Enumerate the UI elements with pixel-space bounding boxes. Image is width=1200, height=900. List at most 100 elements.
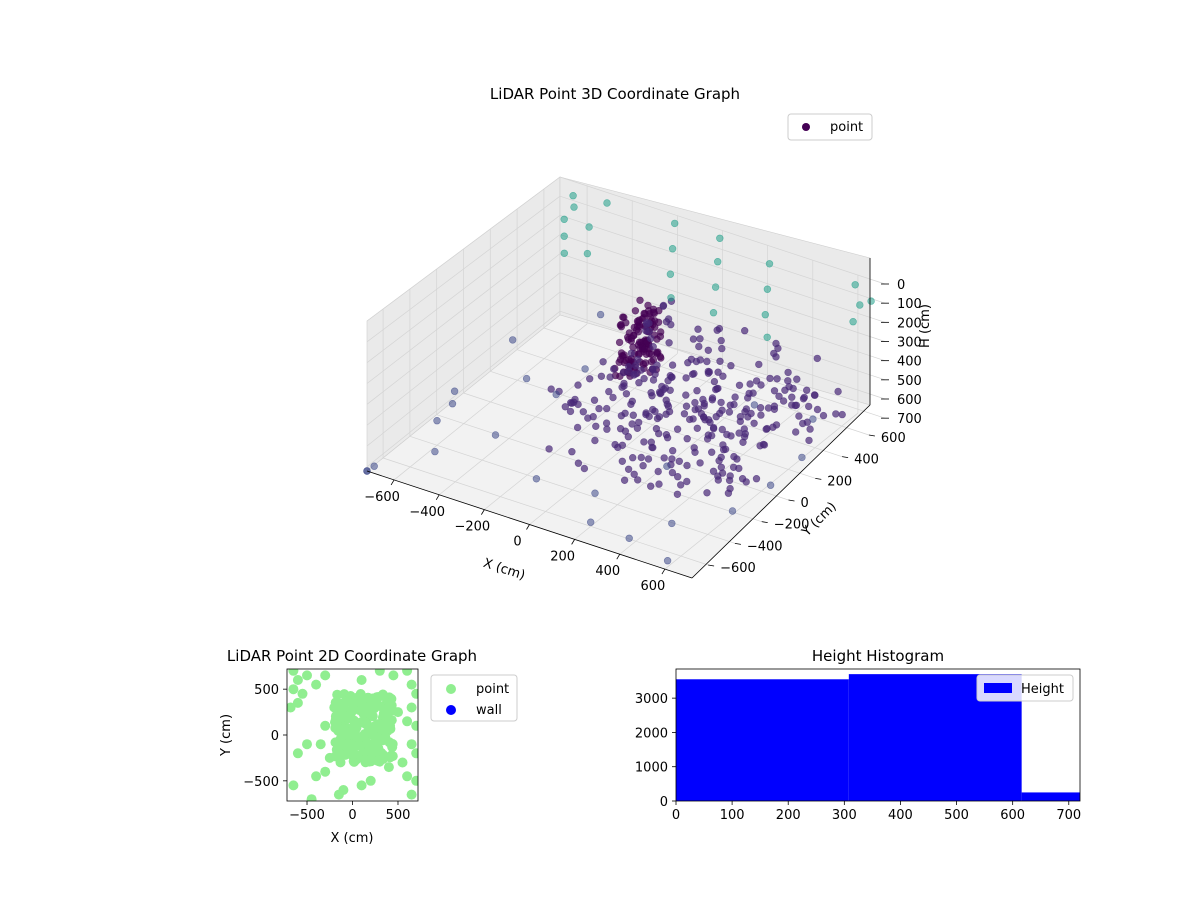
chart-histogram: 0 100 200 300 400 500 600 700 0 1000 2000 3000 Heig… xyxy=(635,647,1081,823)
3d-point-cluster-1-130 xyxy=(707,448,716,456)
3d-point-42 xyxy=(522,374,531,383)
3d-point-45 xyxy=(663,462,671,470)
2d-point-core-140 xyxy=(366,701,377,712)
3d-point-39 xyxy=(809,415,817,423)
3d-point-cluster-1-3 xyxy=(740,327,749,335)
histogram-y-tick-label-1: 1000 xyxy=(635,761,668,776)
3d-point-cluster-1-290 xyxy=(736,413,745,421)
3d-point-cluster-1-280 xyxy=(653,414,662,423)
3d-point-23 xyxy=(849,318,857,326)
3d-point-cluster-1-291 xyxy=(742,478,750,486)
2d-point-core-176 xyxy=(355,689,366,699)
3d-point-cluster-1-103 xyxy=(784,377,792,385)
3d-point-cluster-1-34 xyxy=(633,476,642,484)
3d-point-cluster-1-173 xyxy=(599,358,607,366)
3d-y-tick-label-3: 0 xyxy=(801,496,809,511)
3d-point-cluster-1-96 xyxy=(659,302,667,310)
2d-point-16 xyxy=(411,748,418,759)
3d-point-cluster-0-109 xyxy=(633,317,642,325)
2d-point-core-188 xyxy=(342,696,353,707)
3d-point-cluster-1-274 xyxy=(683,435,691,443)
3d-point-cluster-1-150 xyxy=(630,371,638,379)
2d-point-25 xyxy=(311,771,322,782)
2d-legend-label-point: point xyxy=(476,682,509,697)
3d-point-13 xyxy=(713,258,722,266)
3d-point-8 xyxy=(670,219,679,228)
2d-point-5 xyxy=(292,697,303,708)
3d-point-cluster-1-23 xyxy=(568,448,576,456)
2d-point-22 xyxy=(356,780,367,791)
3d-point-cluster-1-178 xyxy=(680,410,689,418)
3d-point-cluster-1-283 xyxy=(719,441,727,449)
3d-point-7 xyxy=(583,249,592,258)
3d-point-cluster-1-299 xyxy=(640,374,648,383)
3d-point-cluster-1-77 xyxy=(590,396,599,404)
2d-legend-label-wall: wall xyxy=(476,703,502,718)
3d-x-tick-label-5: 400 xyxy=(595,564,620,579)
3d-point-29 xyxy=(491,431,500,439)
3d-point-cluster-0-107 xyxy=(649,356,658,364)
2d-point-core-197 xyxy=(368,730,379,741)
3d-point-cluster-0-90 xyxy=(650,308,658,316)
3d-title: LiDAR Point 3D Coordinate Graph xyxy=(490,85,740,103)
2d-point-core-133 xyxy=(378,754,389,764)
3d-point-cluster-1-273 xyxy=(685,415,694,424)
3d-point-37 xyxy=(766,481,775,489)
2d-point-core-196 xyxy=(338,724,349,735)
3d-point-cluster-1-204 xyxy=(602,404,611,413)
3d-z-axis-label: H (cm) xyxy=(918,304,933,348)
3d-point-cluster-1-175 xyxy=(668,455,676,463)
3d-point-cluster-1-163 xyxy=(620,379,628,388)
3d-point-cluster-1-120 xyxy=(806,425,814,433)
3d-x-tick-mark-6 xyxy=(661,568,666,575)
3d-point-cluster-1-119 xyxy=(573,423,582,432)
3d-point-cluster-0-116 xyxy=(625,355,633,364)
2d-point-38 xyxy=(324,752,335,763)
3d-point-35 xyxy=(668,519,676,528)
grid-back-h-0 xyxy=(559,176,886,285)
3d-point-cluster-1-208 xyxy=(660,454,668,462)
3d-point-cluster-1-239 xyxy=(627,349,635,357)
3d-point-cluster-1-74 xyxy=(703,489,711,497)
3d-point-17 xyxy=(763,285,772,293)
3d-point-cluster-1-15 xyxy=(784,368,792,377)
3d-point-cluster-1-277 xyxy=(708,394,717,402)
3d-point-cluster-0-84 xyxy=(640,345,649,353)
grid-side-h-1 xyxy=(366,195,561,343)
3d-point-cluster-1-286 xyxy=(752,475,761,483)
3d-legend-label-point: point xyxy=(830,120,863,135)
3d-point-cluster-0-119 xyxy=(620,313,628,322)
3d-legend-marker-point xyxy=(802,123,810,131)
3d-point-cluster-1-258 xyxy=(743,394,752,402)
grid-floor-y-5 xyxy=(517,349,843,457)
3d-point-cluster-1-281 xyxy=(664,377,672,385)
3d-point-cluster-1-271 xyxy=(690,444,698,452)
3d-point-cluster-1-174 xyxy=(766,374,774,383)
3d-point-cluster-1-38 xyxy=(649,343,657,351)
3d-y-tick-label-1: −400 xyxy=(747,539,783,554)
2d-points xyxy=(287,669,418,801)
2d-point-14 xyxy=(411,720,418,731)
3d-point-cluster-1-41 xyxy=(640,438,648,446)
3d-point-cluster-1-269 xyxy=(621,409,629,417)
3d-point-cluster-1-201 xyxy=(633,424,642,432)
3d-point-cluster-1-48 xyxy=(673,490,682,498)
3d-point-cluster-1-212 xyxy=(622,390,631,398)
3d-point-25 xyxy=(448,400,457,408)
grid-side-h-3 xyxy=(366,234,561,384)
2d-point-1 xyxy=(292,675,303,685)
3d-point-cluster-0-115 xyxy=(656,352,664,361)
3d-point-cluster-1-49 xyxy=(712,413,720,421)
3d-point-cluster-1-167 xyxy=(627,400,635,408)
3d-point-cluster-1-32 xyxy=(585,375,594,383)
grid-side-h-4 xyxy=(366,253,561,405)
3d-point-cluster-0-83 xyxy=(654,318,663,326)
3d-point-38 xyxy=(798,453,806,462)
3d-point-9 xyxy=(668,245,677,253)
2d-point-7 xyxy=(311,679,322,690)
3d-point-cluster-1-278 xyxy=(605,387,613,396)
3d-y-tick-mark-4 xyxy=(815,477,822,480)
3d-point-cluster-1-210 xyxy=(655,480,663,488)
3d-point-cluster-1-205 xyxy=(673,425,682,433)
2d-point-24 xyxy=(320,766,331,777)
